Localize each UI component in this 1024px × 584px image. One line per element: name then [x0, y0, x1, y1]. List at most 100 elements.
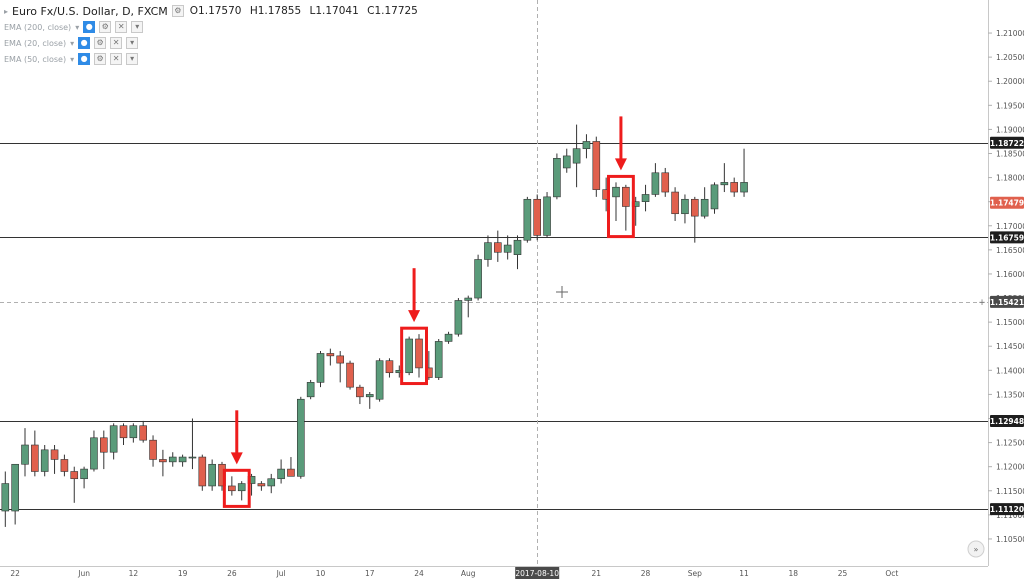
- candle[interactable]: [493, 230, 502, 262]
- candle[interactable]: [740, 148, 748, 197]
- candle-body[interactable]: [90, 437, 98, 470]
- candle[interactable]: [730, 177, 739, 197]
- eye-icon[interactable]: ●: [78, 37, 91, 49]
- candle-body[interactable]: [681, 198, 689, 215]
- candle[interactable]: [690, 196, 699, 243]
- candle[interactable]: [149, 435, 157, 467]
- candle-body[interactable]: [661, 172, 670, 193]
- candle[interactable]: [198, 454, 207, 491]
- candle[interactable]: [533, 194, 542, 241]
- candle[interactable]: [21, 428, 29, 477]
- candle-body[interactable]: [277, 468, 285, 480]
- candle[interactable]: [267, 473, 276, 494]
- candle-body[interactable]: [533, 198, 542, 236]
- candle[interactable]: [90, 430, 98, 472]
- candle[interactable]: [415, 334, 423, 378]
- candle[interactable]: [70, 466, 79, 503]
- candle[interactable]: [336, 351, 345, 383]
- candle[interactable]: [287, 457, 295, 477]
- candle[interactable]: [572, 124, 581, 188]
- candle-body[interactable]: [356, 386, 364, 398]
- candle[interactable]: [592, 136, 601, 197]
- chevron-down-icon[interactable]: ▾: [70, 38, 75, 48]
- candle-body[interactable]: [444, 333, 453, 342]
- candle-body[interactable]: [21, 444, 29, 465]
- candle[interactable]: [484, 235, 492, 267]
- close-icon[interactable]: ✕: [115, 21, 128, 33]
- candle[interactable]: [700, 187, 709, 219]
- eye-icon[interactable]: ●: [78, 53, 91, 65]
- candle[interactable]: [671, 187, 679, 221]
- scroll-to-realtime-button[interactable]: [967, 540, 985, 558]
- chevron-down-icon[interactable]: ▾: [75, 22, 80, 32]
- candle-body[interactable]: [109, 425, 118, 453]
- candle[interactable]: [375, 358, 384, 402]
- time-axis[interactable]: 22 Jun 12 19 26 Jul 10 17 24 Aug 2017-08-10 21 28 Sep…: [0, 540, 988, 579]
- eye-icon[interactable]: ●: [83, 21, 96, 33]
- candle-body[interactable]: [612, 186, 620, 198]
- candle[interactable]: [188, 418, 197, 470]
- candle[interactable]: [651, 163, 660, 197]
- candle-body[interactable]: [710, 184, 719, 210]
- candle[interactable]: [720, 163, 729, 193]
- close-icon[interactable]: ✕: [110, 53, 123, 65]
- settings-icon[interactable]: ⚙: [171, 5, 184, 17]
- candle[interactable]: [641, 184, 650, 212]
- candle-body[interactable]: [622, 186, 630, 207]
- candle[interactable]: [80, 466, 88, 489]
- candle[interactable]: [60, 454, 69, 477]
- candle-body[interactable]: [523, 198, 532, 241]
- candle[interactable]: [208, 459, 216, 491]
- candle-body[interactable]: [434, 341, 443, 378]
- candle[interactable]: [296, 396, 305, 479]
- candle-body[interactable]: [296, 398, 305, 477]
- candle[interactable]: [129, 423, 138, 443]
- candle[interactable]: [434, 339, 443, 380]
- candle-body[interactable]: [336, 355, 345, 364]
- candle-body[interactable]: [70, 471, 79, 480]
- close-icon[interactable]: ✕: [110, 37, 123, 49]
- candle[interactable]: [31, 430, 39, 477]
- candle-body[interactable]: [513, 239, 522, 255]
- candle[interactable]: [1, 471, 10, 527]
- candle-body[interactable]: [228, 485, 236, 492]
- candle-body[interactable]: [730, 182, 739, 193]
- candle-body[interactable]: [493, 242, 502, 253]
- candle[interactable]: [257, 481, 266, 491]
- candle-body[interactable]: [592, 141, 601, 190]
- candle-body[interactable]: [474, 259, 482, 299]
- candle[interactable]: [681, 194, 689, 224]
- candle[interactable]: [523, 196, 532, 243]
- candle-body[interactable]: [700, 198, 709, 217]
- candle-body[interactable]: [641, 194, 650, 202]
- candle-body[interactable]: [346, 362, 354, 388]
- candle-body[interactable]: [139, 425, 147, 441]
- candle-body[interactable]: [1, 483, 10, 512]
- candle-body[interactable]: [208, 463, 216, 487]
- plot-area[interactable]: [0, 0, 988, 566]
- candle-body[interactable]: [572, 148, 581, 164]
- candle-body[interactable]: [326, 353, 335, 357]
- candle[interactable]: [464, 295, 473, 318]
- candle[interactable]: [365, 392, 374, 409]
- candle[interactable]: [661, 167, 670, 197]
- candle-body[interactable]: [740, 182, 748, 193]
- candle[interactable]: [346, 360, 354, 390]
- candle[interactable]: [277, 459, 285, 484]
- candle[interactable]: [109, 423, 118, 460]
- candle-body[interactable]: [405, 338, 413, 374]
- candle[interactable]: [562, 148, 571, 173]
- candle-body[interactable]: [129, 425, 138, 439]
- candle-body[interactable]: [385, 360, 394, 374]
- candle[interactable]: [178, 454, 187, 467]
- candle[interactable]: [356, 384, 364, 405]
- candle-body[interactable]: [651, 172, 660, 195]
- candle[interactable]: [454, 298, 463, 337]
- candle[interactable]: [228, 476, 236, 496]
- candle[interactable]: [326, 348, 335, 366]
- candle[interactable]: [11, 463, 19, 525]
- more-icon[interactable]: ▾: [131, 21, 144, 33]
- candle-body[interactable]: [562, 155, 571, 169]
